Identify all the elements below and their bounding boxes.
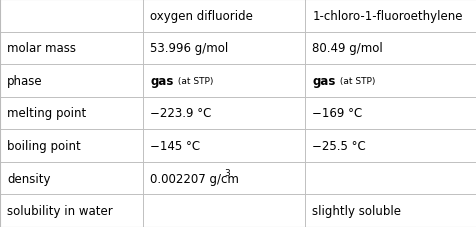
- Text: (at STP): (at STP): [175, 76, 213, 86]
- Bar: [0, 65, 143, 97]
- Text: oxygen difluoride: oxygen difluoride: [150, 10, 253, 23]
- Bar: [143, 162, 305, 195]
- Bar: [0, 0, 143, 32]
- Bar: [305, 97, 476, 130]
- Bar: [305, 32, 476, 65]
- Bar: [143, 195, 305, 227]
- Text: −223.9 °C: −223.9 °C: [150, 107, 211, 120]
- Bar: [0, 130, 143, 162]
- Text: 53.996 g/mol: 53.996 g/mol: [150, 42, 228, 55]
- Text: solubility in water: solubility in water: [7, 204, 113, 217]
- Bar: [305, 195, 476, 227]
- Text: −145 °C: −145 °C: [150, 139, 200, 152]
- Bar: [0, 162, 143, 195]
- Text: melting point: melting point: [7, 107, 86, 120]
- Text: 1-chloro-1-fluoroethylene: 1-chloro-1-fluoroethylene: [312, 10, 462, 23]
- Bar: [305, 65, 476, 97]
- Text: gas: gas: [150, 75, 173, 88]
- Bar: [305, 0, 476, 32]
- Text: −25.5 °C: −25.5 °C: [312, 139, 366, 152]
- Text: (at STP): (at STP): [337, 76, 375, 86]
- Text: density: density: [7, 172, 50, 185]
- Text: −169 °C: −169 °C: [312, 107, 362, 120]
- Bar: [143, 97, 305, 130]
- Text: 3: 3: [224, 168, 229, 177]
- Bar: [0, 32, 143, 65]
- Text: phase: phase: [7, 75, 43, 88]
- Bar: [143, 32, 305, 65]
- Bar: [305, 162, 476, 195]
- Bar: [143, 130, 305, 162]
- Text: 80.49 g/mol: 80.49 g/mol: [312, 42, 382, 55]
- Text: molar mass: molar mass: [7, 42, 76, 55]
- Text: gas: gas: [312, 75, 335, 88]
- Bar: [305, 130, 476, 162]
- Bar: [143, 0, 305, 32]
- Bar: [0, 97, 143, 130]
- Text: 0.002207 g/cm: 0.002207 g/cm: [150, 172, 238, 185]
- Text: slightly soluble: slightly soluble: [312, 204, 401, 217]
- Bar: [143, 65, 305, 97]
- Bar: [0, 195, 143, 227]
- Text: boiling point: boiling point: [7, 139, 81, 152]
